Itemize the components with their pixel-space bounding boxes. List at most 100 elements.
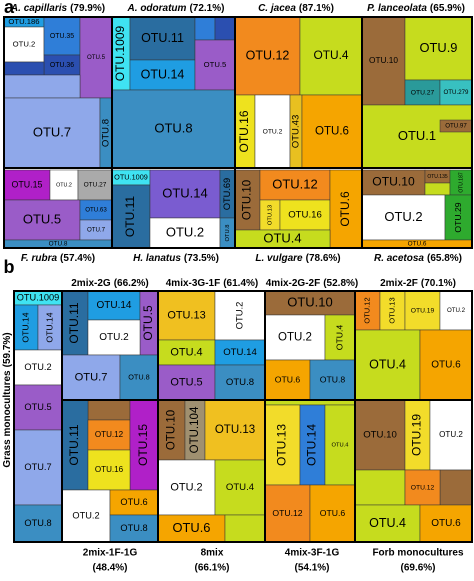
tile-label: OTU.13: [167, 309, 205, 321]
panel-percent: (69.6%): [400, 563, 435, 574]
panel-title: 2mix-1F-1G: [83, 548, 138, 559]
tile-label: OTU.1009: [17, 292, 60, 302]
panel-title: 4mix-2G-2F (52.8%): [266, 278, 358, 289]
panel: OTU.10 OTU.2 OTU.4 OTU.6 OTU.8: [264, 290, 356, 401]
tile: [254, 94, 291, 169]
panel: OTU.10 OTU.9 OTU.27 OTU.279 OTU.1 OTU.97: [361, 16, 473, 169]
panel-percent: (54.1%): [294, 563, 329, 574]
panel-name: C. jacea: [258, 3, 296, 14]
tile-label: OTU.2: [72, 510, 99, 520]
tile-label: OTU.1009: [113, 25, 127, 81]
tile-label: OTU.10: [372, 175, 415, 189]
tile: [309, 484, 356, 543]
panel-percent: (52.8%): [323, 278, 358, 289]
panel-percent: (66.2%): [114, 278, 149, 289]
panel: OTU.1009 OTU.11 OTU.14 OTU.69 OTU.2 OTU.8: [111, 167, 236, 249]
tile: [279, 199, 331, 231]
tile-label: OTU.4: [263, 230, 301, 245]
tile: [361, 194, 446, 241]
tile-label: OTU.8: [226, 377, 254, 388]
tile: [299, 404, 326, 486]
tile-label: OTU.6: [431, 360, 461, 371]
tile: [324, 314, 356, 361]
tile: [3, 97, 101, 169]
tile-label: OTU.13: [275, 424, 289, 466]
tile-label: OTU.2: [439, 430, 463, 439]
panel-percent: (57.4%): [60, 253, 95, 264]
panel: OTU.10 OTU.19 OTU.2 OTU.12 OTU.4 OTU.6: [354, 399, 473, 543]
panel-title: 8mix: [201, 548, 224, 559]
tile-label: OTU.8: [128, 372, 150, 381]
panel-name: 4mix-2G-2F: [266, 278, 320, 289]
tile: [301, 94, 363, 169]
tile-label: OTU.4: [334, 325, 344, 351]
tile-label: OTU.187: [458, 172, 464, 193]
tile-label: OTU.8: [225, 225, 231, 242]
tile: [361, 104, 473, 169]
tile: [214, 339, 266, 366]
tile-label: OTU.2: [384, 209, 422, 224]
tile-label: OTU.19: [410, 414, 424, 456]
tile: [3, 61, 45, 76]
tile: [49, 169, 79, 201]
tile-label: OTU.6: [120, 497, 147, 507]
tile-label: OTU.14: [141, 67, 185, 81]
tile-label: OTU.2: [170, 481, 202, 493]
tile: [404, 290, 441, 331]
tile: [129, 399, 159, 491]
panel-title: 4mix-3F-1G: [285, 548, 340, 559]
tile: [299, 16, 363, 96]
tile-label: OTU.13: [215, 424, 255, 436]
panel-percent: (66.1%): [194, 563, 229, 574]
tile: [3, 74, 81, 99]
tile: [324, 404, 356, 486]
panel-title: A. odoratum (72.1%): [127, 3, 225, 14]
figure-label: b: [4, 257, 15, 277]
tile-label: OTU.10: [242, 180, 254, 220]
tile-label: OTU.16: [95, 465, 124, 474]
panel-title: H. lanatus (73.5%): [133, 253, 219, 264]
tile: [109, 514, 159, 543]
tile: [329, 169, 363, 249]
tile-label: OTU.14: [96, 300, 131, 311]
tile-label: OTU.19: [411, 307, 435, 314]
panel: OTU.10 OTU.12 OTU.13 OTU.16 OTU.6 OTU.4: [234, 167, 363, 249]
tile: [264, 290, 356, 316]
tile: [404, 79, 441, 106]
tile: [404, 16, 473, 81]
tile-label: OTU.5: [23, 211, 61, 226]
panel-title: C. jacea (87.1%): [258, 3, 334, 14]
tile-label: OTU.6: [173, 520, 211, 535]
tile-label: OTU.14: [44, 312, 54, 342]
tile-label: OTU.43: [291, 115, 302, 149]
tile: [194, 39, 236, 91]
tile-label: OTU.2: [263, 128, 283, 135]
tile: [354, 399, 406, 471]
tile-label: OTU.2: [24, 362, 51, 372]
panel-percent: (87.1%): [299, 3, 334, 14]
tile-label: OTU.2: [99, 332, 129, 343]
panel-name: F. rubra: [21, 253, 58, 264]
panel-title: A. capillaris (79.9%): [10, 3, 105, 14]
tile-label: OTU.7: [24, 462, 51, 472]
tile: [234, 169, 261, 231]
tile-label: OTU.12: [246, 48, 290, 62]
tile-label: OTU.5: [204, 60, 227, 69]
tile-label: OTU.7: [75, 371, 108, 383]
panel-percent: (65.9%): [430, 3, 465, 14]
tile-label: OTU.16: [237, 110, 251, 152]
tile: [129, 16, 196, 61]
tile-label: OTU.12: [362, 297, 371, 323]
tile-label: OTU.10: [166, 410, 178, 450]
tile-label: OTU.4: [226, 482, 255, 493]
panel: OTU.1009 OTU.11 OTU.14 OTU.5 OTU.8: [111, 16, 236, 169]
panel-title: 2mix-2F (70.1%): [380, 278, 456, 289]
tile-label: OTU.4: [369, 516, 406, 530]
tile-label: OTU.135: [427, 174, 448, 180]
tile-label: OTU.1: [398, 128, 436, 143]
tile-label: OTU.8: [154, 120, 192, 135]
tile-label: OTU.27: [84, 182, 107, 189]
tile: [424, 182, 451, 196]
tile-label: OTU.14: [162, 185, 208, 200]
tile-label: OTU.10: [363, 430, 397, 441]
